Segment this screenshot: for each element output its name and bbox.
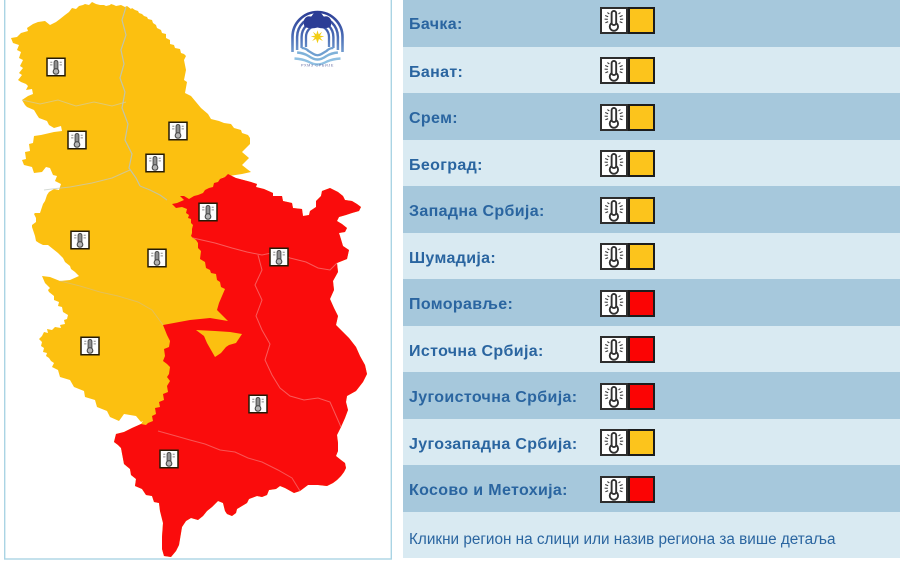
svg-text:РХМЗ СРБИЈЕ: РХМЗ СРБИЈЕ <box>301 64 334 68</box>
